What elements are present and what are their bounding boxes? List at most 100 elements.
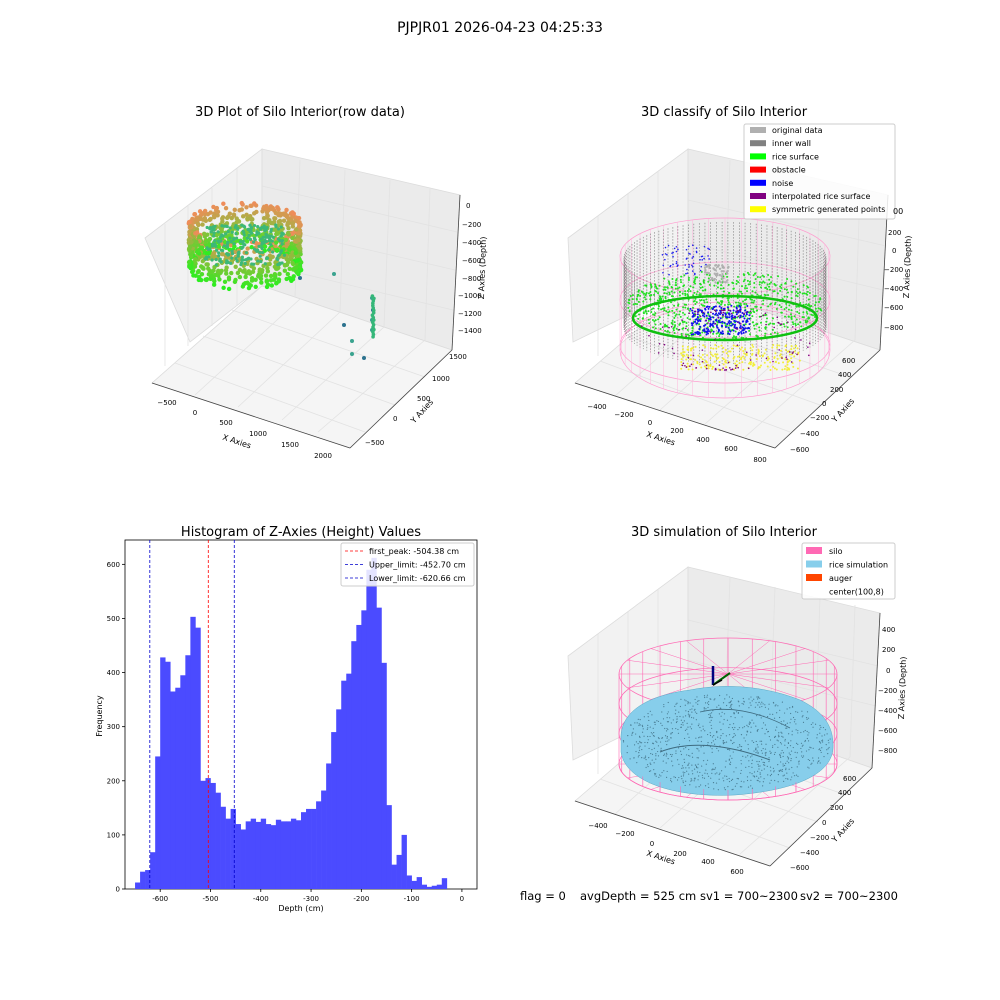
raw-point <box>224 271 229 276</box>
rice-surface-point <box>783 288 786 291</box>
silo-wire <box>727 648 806 675</box>
rice-mesh-point <box>780 731 782 733</box>
rice-surface-point <box>799 291 802 294</box>
original-point <box>705 271 709 274</box>
rice-mesh-point <box>676 779 679 781</box>
rice-mesh-point <box>658 776 660 778</box>
rice-mesh-point <box>790 760 792 762</box>
panel2-ytick: 600 <box>842 357 855 365</box>
noise-point <box>675 260 678 263</box>
rice-mesh-point <box>745 766 747 768</box>
symmetric-point <box>733 355 736 358</box>
rice-surface-point <box>665 292 668 295</box>
rice-surface-point <box>693 291 696 294</box>
rice-mesh-point <box>641 731 644 733</box>
y-tick-label: 0 <box>116 886 120 894</box>
symmetric-point <box>712 355 715 358</box>
histogram-bar <box>160 657 166 889</box>
rice-mesh-point <box>772 767 775 769</box>
rice-surface-point <box>716 292 719 295</box>
noise-point <box>691 257 694 259</box>
rice-mesh-point <box>685 746 687 749</box>
rice-mesh-point <box>701 774 703 776</box>
interpolated-point <box>690 363 693 366</box>
rice-mesh-point <box>710 724 712 727</box>
noise-point <box>715 319 718 322</box>
rice-mesh-point <box>787 778 789 780</box>
rice-surface-point <box>796 292 799 295</box>
rice-mesh-point <box>652 727 654 729</box>
rice-mesh-point <box>664 727 666 730</box>
raw-point <box>267 248 272 252</box>
rice-mesh-point <box>805 750 808 752</box>
rice-mesh-point <box>702 728 704 730</box>
rice-surface-point <box>809 305 812 308</box>
rice-mesh-point <box>804 739 806 742</box>
rice-mesh-point <box>635 750 637 753</box>
rice-surface-point <box>771 322 774 325</box>
histogram-bar <box>180 675 186 889</box>
rice-mesh-point <box>769 775 772 777</box>
original-point <box>717 264 720 267</box>
noise-point <box>748 317 751 320</box>
symmetric-point <box>763 352 766 355</box>
rice-surface-point <box>752 301 755 304</box>
raw-point <box>200 259 206 264</box>
symmetric-point <box>773 367 776 370</box>
histogram-bar <box>255 821 262 889</box>
symmetric-point <box>773 355 776 358</box>
symmetric-point <box>700 366 703 369</box>
rice-surface-point <box>699 318 702 321</box>
raw-point <box>283 237 289 243</box>
legend-label: noise <box>772 179 793 188</box>
rice-mesh-point <box>648 747 650 750</box>
rice-mesh-point <box>827 739 829 741</box>
rice-mesh-point <box>716 731 718 733</box>
raw-point <box>241 239 245 244</box>
rice-mesh-point <box>740 734 743 736</box>
histogram-bar <box>426 886 433 889</box>
rice-mesh-point <box>782 775 784 777</box>
rice-mesh-point <box>711 736 714 738</box>
rice-mesh-point <box>758 760 760 763</box>
rice-mesh-point <box>710 698 712 700</box>
raw-point <box>239 239 243 244</box>
rice-mesh-point <box>734 726 736 729</box>
symmetric-point <box>725 366 728 369</box>
rice-mesh-point <box>787 758 789 760</box>
interpolated-point <box>713 338 716 341</box>
rice-mesh-point <box>783 712 786 714</box>
rice-mesh-point <box>787 757 790 759</box>
noise-point <box>737 311 740 314</box>
rice-surface-point <box>694 276 697 279</box>
rice-surface-point <box>632 303 635 306</box>
rice-mesh-point <box>661 724 663 727</box>
interpolated-point <box>681 319 683 321</box>
rice-mesh-point <box>820 751 822 754</box>
rice-mesh-point <box>760 743 763 745</box>
rice-surface-point <box>663 286 666 289</box>
rice-mesh-point <box>715 782 718 784</box>
raw-point <box>298 249 303 254</box>
rice-mesh-point <box>795 774 798 776</box>
symmetric-point <box>742 355 745 358</box>
rice-mesh-point <box>740 780 742 782</box>
rice-surface-point <box>688 309 691 312</box>
rice-mesh-point <box>669 753 672 756</box>
rice-mesh-point <box>795 742 798 744</box>
interpolated-point <box>720 312 723 315</box>
rice-surface-point <box>663 288 666 291</box>
interpolated-point <box>800 339 802 341</box>
histogram-bar <box>210 782 216 889</box>
rice-mesh-point <box>822 726 825 729</box>
raw-point <box>213 254 218 259</box>
raw-point <box>282 268 288 273</box>
rice-surface-point <box>680 332 683 335</box>
noise-point <box>691 309 694 312</box>
rice-surface-point <box>635 297 638 300</box>
rice-mesh-point <box>727 786 729 788</box>
rice-surface-point <box>678 313 681 316</box>
panel-raw-data: 3D Plot of Silo Interior(row data) <box>144 105 488 460</box>
rice-mesh-point <box>703 752 705 754</box>
noise-point <box>726 306 729 309</box>
